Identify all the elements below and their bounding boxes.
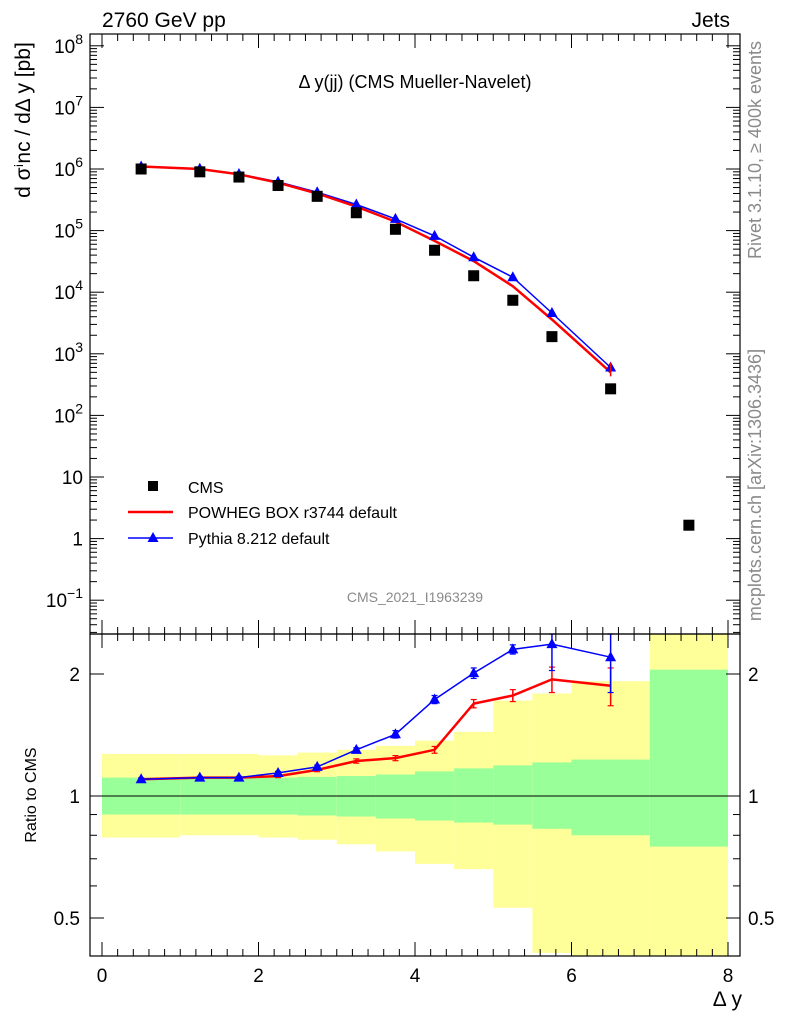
ratio-tick-labels: 0.5 0.5 1 1 2 2 0 2 4 6 8 <box>54 665 775 987</box>
main-y-tick-label: 102 <box>54 400 83 427</box>
ratio-y-tick-label-right: 0.5 <box>748 909 774 930</box>
main-y-tick-label: 1 <box>72 530 83 551</box>
pythia-ratio-point <box>605 651 617 662</box>
main-y-tick-label: 107 <box>54 92 83 119</box>
ratio-series <box>135 633 617 784</box>
ratio-x-label: Δ y <box>713 988 743 1011</box>
legend-label-pythia: Pythia 8.212 default <box>188 531 330 548</box>
pythia-point <box>389 212 401 223</box>
ratio-x-tick-label: 0 <box>97 966 108 987</box>
pythia-line <box>141 165 612 369</box>
cms-point <box>605 383 617 395</box>
main-axis-ticks <box>90 34 740 634</box>
ratio-y-label: Ratio to CMS <box>23 747 40 842</box>
main-y-tick-label: 10 <box>62 468 83 489</box>
main-y-tick-label: 104 <box>54 277 83 304</box>
main-series-lines <box>141 165 612 374</box>
inner-band-bin <box>649 669 728 847</box>
main-y-tick-label: 10−1 <box>46 585 83 612</box>
main-y-tick-label: 105 <box>54 216 83 243</box>
powheg-line <box>141 165 612 374</box>
pythia-point <box>546 306 558 317</box>
legend-marker-pythia <box>147 532 159 542</box>
ratio-y-tick-label: 0.5 <box>54 909 80 930</box>
inner-band-bin <box>571 759 650 836</box>
pythia-ratio-point <box>507 643 519 654</box>
ratio-x-tick-label: 2 <box>253 966 264 987</box>
ratio-x-tick-label: 8 <box>723 966 734 987</box>
header-right: Jets <box>691 9 730 32</box>
main-y-tick-label: 108 <box>54 31 83 58</box>
pythia-ratio-line <box>141 643 611 780</box>
cms-point <box>683 519 695 531</box>
cms-point <box>233 171 245 183</box>
mcplots-label: mcplots.cern.ch [arXiv:1306.3436] <box>745 349 765 621</box>
pythia-point <box>507 271 519 282</box>
legend-label-powheg: POWHEG BOX r3744 default <box>188 505 398 522</box>
inner-band-bin <box>493 765 533 825</box>
cms-point <box>468 270 480 282</box>
main-y-tick-label: 106 <box>54 154 83 181</box>
pythia-ratio-point <box>272 766 284 777</box>
cms-point <box>350 207 362 219</box>
legend-marker-cms <box>148 481 158 491</box>
cms-point <box>389 223 401 235</box>
ratio-y-tick-label: 1 <box>69 787 80 808</box>
cms-point <box>429 244 441 256</box>
pythia-ratio-point <box>429 693 441 704</box>
pythia-ratio-point <box>233 771 245 782</box>
watermark: CMS_2021_I1963239 <box>347 589 483 605</box>
cms-point <box>135 163 147 175</box>
ratio-uncertainty-bands <box>90 634 740 956</box>
pythia-ratio-point <box>135 773 147 784</box>
inner-band-bin <box>454 768 494 823</box>
pythia-ratio-point <box>350 743 362 754</box>
legend-label-cms: CMS <box>188 480 224 497</box>
ratio-x-tick-label: 6 <box>566 966 577 987</box>
pythia-point <box>468 251 480 262</box>
pythia-ratio-point <box>468 667 480 678</box>
ratio-y-tick-label: 2 <box>69 665 80 686</box>
pythia-ratio-point <box>194 771 206 782</box>
cms-point <box>272 179 284 191</box>
pythia-point <box>429 229 441 240</box>
rivet-label: Rivet 3.1.10, ≥ 400k events <box>745 41 765 259</box>
pythia-ratio-point <box>311 760 323 771</box>
cms-point <box>194 166 206 178</box>
ratio-frame <box>89 633 741 957</box>
main-y-tick-labels: 10−1 1 10 102 103 104 105 106 107 108 <box>46 31 83 612</box>
main-y-label: d σⁱnc / dΔ y [pb] <box>12 42 35 198</box>
main-y-tick-label: 103 <box>54 339 83 366</box>
main-title: Δ y(jj) (CMS Mueller-Navelet) <box>298 72 531 92</box>
legend: CMS POWHEG BOX r3744 default Pythia 8.21… <box>128 480 398 548</box>
pythia-point <box>350 198 362 209</box>
main-series-marks <box>135 160 695 531</box>
ratio-y-tick-label-right: 2 <box>748 665 759 686</box>
pythia-ratio-point <box>546 638 558 649</box>
ratio-y-tick-label-right: 1 <box>748 787 759 808</box>
ratio-x-tick-label: 4 <box>410 966 421 987</box>
cms-point <box>546 331 558 343</box>
cms-point <box>311 190 323 202</box>
ratio-axis-ticks <box>90 634 740 956</box>
pythia-ratio-point <box>389 728 401 739</box>
header-left: 2760 GeV pp <box>102 9 226 32</box>
cms-point <box>507 294 519 306</box>
